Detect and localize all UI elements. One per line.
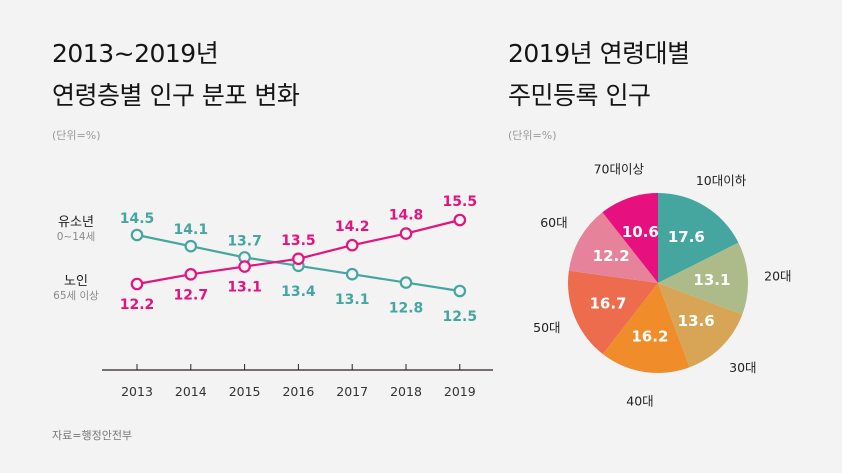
data-point (345, 238, 359, 252)
source-note: 자료=행정안전부 (52, 429, 133, 442)
pie-chart-title-line2: 주민등록 인구 (508, 81, 651, 110)
data-point (130, 228, 144, 242)
line-chart-title-line1: 2013~2019년 (52, 39, 219, 68)
pie-category-label: 10대이하 (696, 173, 747, 188)
data-point (184, 239, 198, 253)
pie-value-label: 16.2 (631, 327, 668, 345)
data-label: 13.5 (281, 233, 316, 249)
pie-category-label: 30대 (729, 360, 756, 375)
data-label: 14.1 (174, 222, 209, 238)
pie-value-label: 13.6 (678, 312, 715, 330)
pie-category-label: 70대이상 (594, 162, 645, 177)
data-point (292, 252, 305, 266)
pie-chart-unit: (단위=%) (508, 129, 557, 142)
x-tick-label: 2017 (336, 384, 368, 399)
x-tick-label: 2014 (175, 384, 207, 399)
data-label: 14.2 (335, 219, 370, 235)
pie-slice (658, 283, 743, 368)
x-tick-label: 2015 (229, 384, 261, 399)
x-tick-label: 2018 (390, 384, 422, 399)
data-point (399, 276, 413, 289)
pie-value-label: 16.7 (589, 294, 626, 312)
data-label: 12.5 (443, 309, 478, 325)
x-tick-label: 2013 (121, 384, 153, 399)
x-tick-label: 2016 (282, 384, 314, 399)
data-label: 14.5 (120, 211, 155, 227)
line-chart: 2013 2014 2015 2016 2017 2018 2019 14.5 14.1 13.7… (53, 194, 493, 399)
data-label: 15.5 (443, 194, 478, 210)
data-point (399, 227, 413, 240)
legend-sublabel: 65세 이상 (53, 290, 99, 302)
data-point (184, 268, 198, 281)
data-point (345, 267, 359, 281)
legend-label: 노인 (64, 274, 88, 289)
pie-chart: 17.6 10대이하 13.1 20대 13.6 30대 16.2 40대 16.7 50대 12.… (533, 162, 791, 409)
data-label: 13.1 (227, 280, 262, 296)
legend-label: 유소년 (58, 215, 94, 230)
x-tick-label: 2019 (444, 384, 476, 399)
pie-slice (602, 193, 658, 283)
pie-value-label: 10.6 (622, 223, 659, 241)
pie-value-label: 12.2 (593, 247, 630, 265)
pie-slice (568, 212, 658, 283)
data-label: 13.7 (227, 233, 262, 249)
data-point (238, 260, 251, 273)
data-label: 12.8 (389, 301, 424, 317)
line-chart-unit: (단위=%) (52, 129, 101, 142)
pie-slice (567, 270, 658, 355)
pie-slice (658, 193, 739, 283)
pie-category-label: 40대 (626, 394, 653, 409)
data-point (453, 213, 467, 227)
pie-category-label: 20대 (764, 269, 791, 284)
pie-chart-title-line1: 2019년 연령대별 (508, 39, 690, 68)
pie-slice (602, 283, 690, 373)
data-label: 13.4 (281, 284, 316, 300)
data-label: 14.8 (389, 208, 424, 224)
pie-value-label: 13.1 (693, 271, 730, 289)
legend-sublabel: 0~14세 (57, 231, 96, 243)
data-label: 12.2 (120, 297, 155, 313)
data-point (453, 284, 467, 298)
data-label: 13.1 (335, 292, 370, 308)
pie-category-label: 60대 (540, 215, 567, 230)
data-label: 12.7 (174, 287, 209, 303)
pie-value-label: 17.6 (668, 228, 705, 246)
pie-slice (658, 242, 749, 315)
data-point (130, 277, 144, 291)
pie-category-label: 50대 (533, 320, 560, 335)
line-chart-title-line2: 연령층별 인구 분포 변화 (52, 81, 300, 110)
